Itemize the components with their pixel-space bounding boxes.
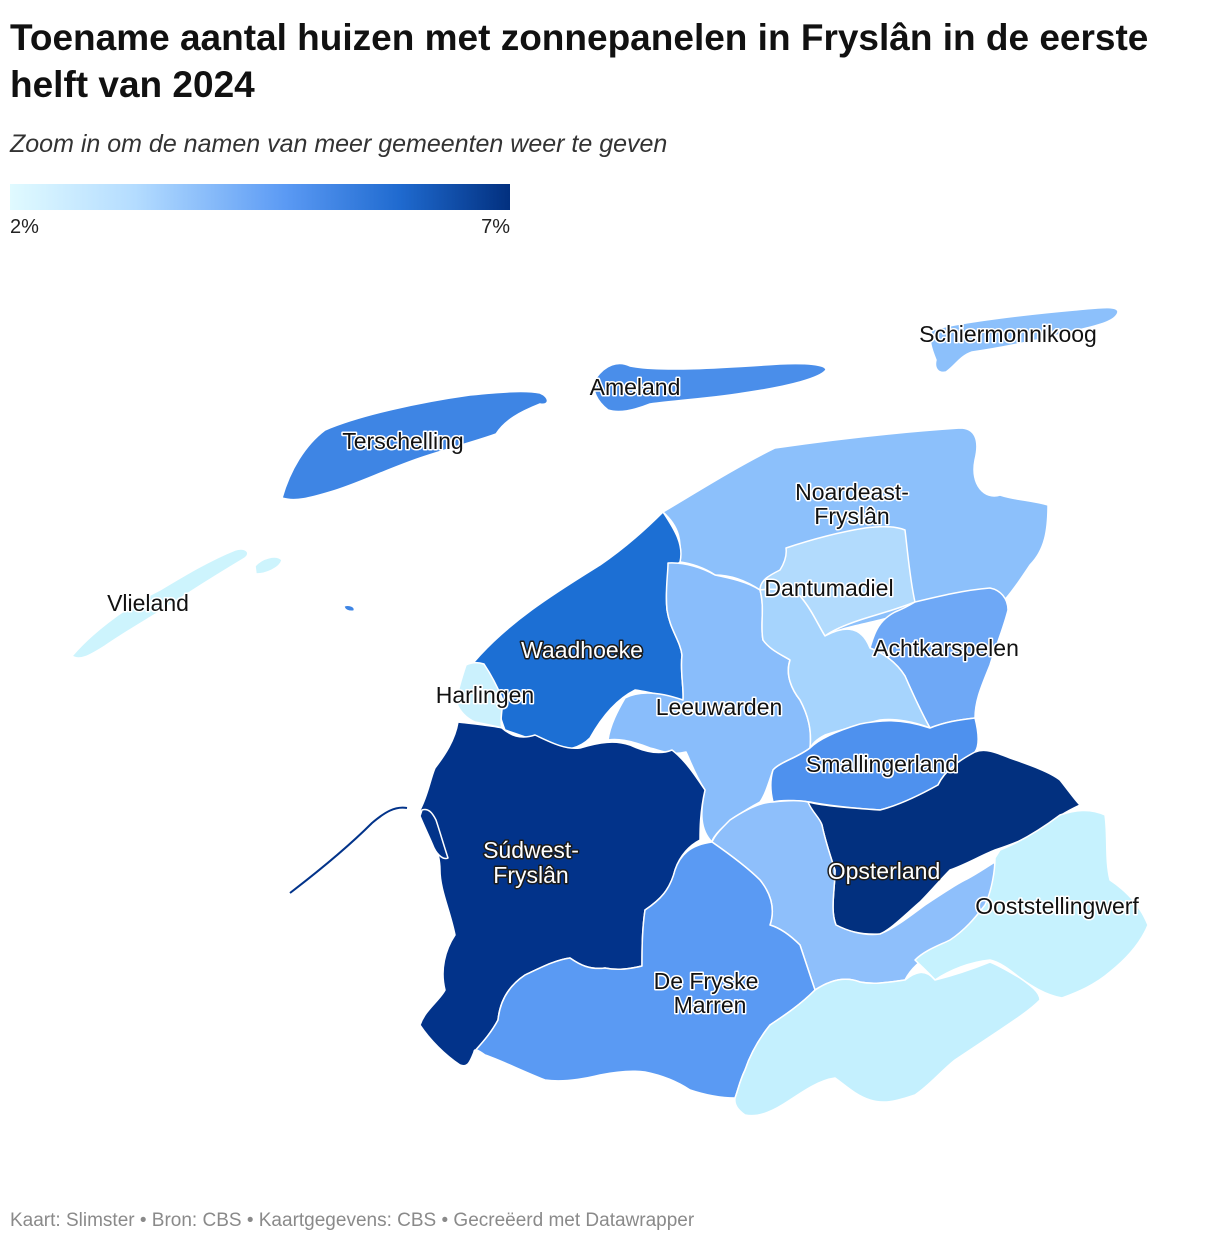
- label-opsterland: Opsterland: [828, 858, 941, 884]
- color-legend: 2% 7%: [10, 184, 510, 244]
- chart-subtitle: Zoom in om de namen van meer gemeenten w…: [10, 130, 668, 158]
- label-de-fryske-marren-1: De Fryske: [654, 968, 759, 994]
- label-noardeast-fryslan-2: Fryslân: [814, 503, 889, 529]
- label-schiermonnikoog: Schiermonnikoog: [919, 321, 1097, 347]
- region-de-fryske-marren[interactable]: [473, 841, 816, 1099]
- label-de-fryske-marren-2: Marren: [674, 992, 747, 1018]
- label-ooststellingwerf: Ooststellingwerf: [975, 893, 1139, 919]
- label-leeuwarden: Leeuwarden: [656, 694, 783, 720]
- region-terschelling-islet: [343, 604, 356, 612]
- label-sudwest-fryslan-2: Fryslân: [493, 862, 568, 888]
- label-sudwest-fryslan-1: Súdwest-: [483, 837, 579, 863]
- label-vlieland: Vlieland: [107, 590, 189, 616]
- region-tytsjerksteradiel[interactable]: [759, 588, 931, 749]
- region-terschelling[interactable]: [281, 390, 549, 501]
- label-noardeast-fryslan-1: Noardeast-: [795, 479, 909, 505]
- footer-credits: Kaart: Slimster • Bron: CBS • Kaartgegev…: [10, 1210, 695, 1231]
- region-schiermonnikoog[interactable]: [929, 306, 1119, 374]
- afsluitdijk-line: [289, 806, 408, 894]
- legend-min-label: 2%: [10, 216, 39, 238]
- label-smallingerland: Smallingerland: [806, 751, 958, 777]
- region-dantumadiel[interactable]: [759, 525, 916, 637]
- label-dantumadiel: Dantumadiel: [764, 575, 893, 601]
- region-sudwest-fryslan-coast: [419, 808, 449, 860]
- label-harlingen: Harlingen: [436, 682, 534, 708]
- region-vlieland-islet: [254, 556, 283, 575]
- region-ooststellingwerf[interactable]: [914, 809, 1149, 999]
- label-terschelling: Terschelling: [342, 428, 463, 454]
- label-waadhoeke: Waadhoeke: [521, 637, 643, 663]
- label-achtkarspelen: Achtkarspelen: [873, 635, 1019, 661]
- region-vlieland[interactable]: [71, 548, 249, 659]
- legend-max-label: 7%: [481, 216, 510, 238]
- region-weststellingwerf[interactable]: [734, 961, 1041, 1117]
- region-ameland[interactable]: [593, 362, 827, 413]
- legend-gradient-bar: [10, 184, 510, 210]
- chart-title: Toename aantal huizen met zonnepanelen i…: [10, 17, 1149, 105]
- label-ameland: Ameland: [590, 374, 681, 400]
